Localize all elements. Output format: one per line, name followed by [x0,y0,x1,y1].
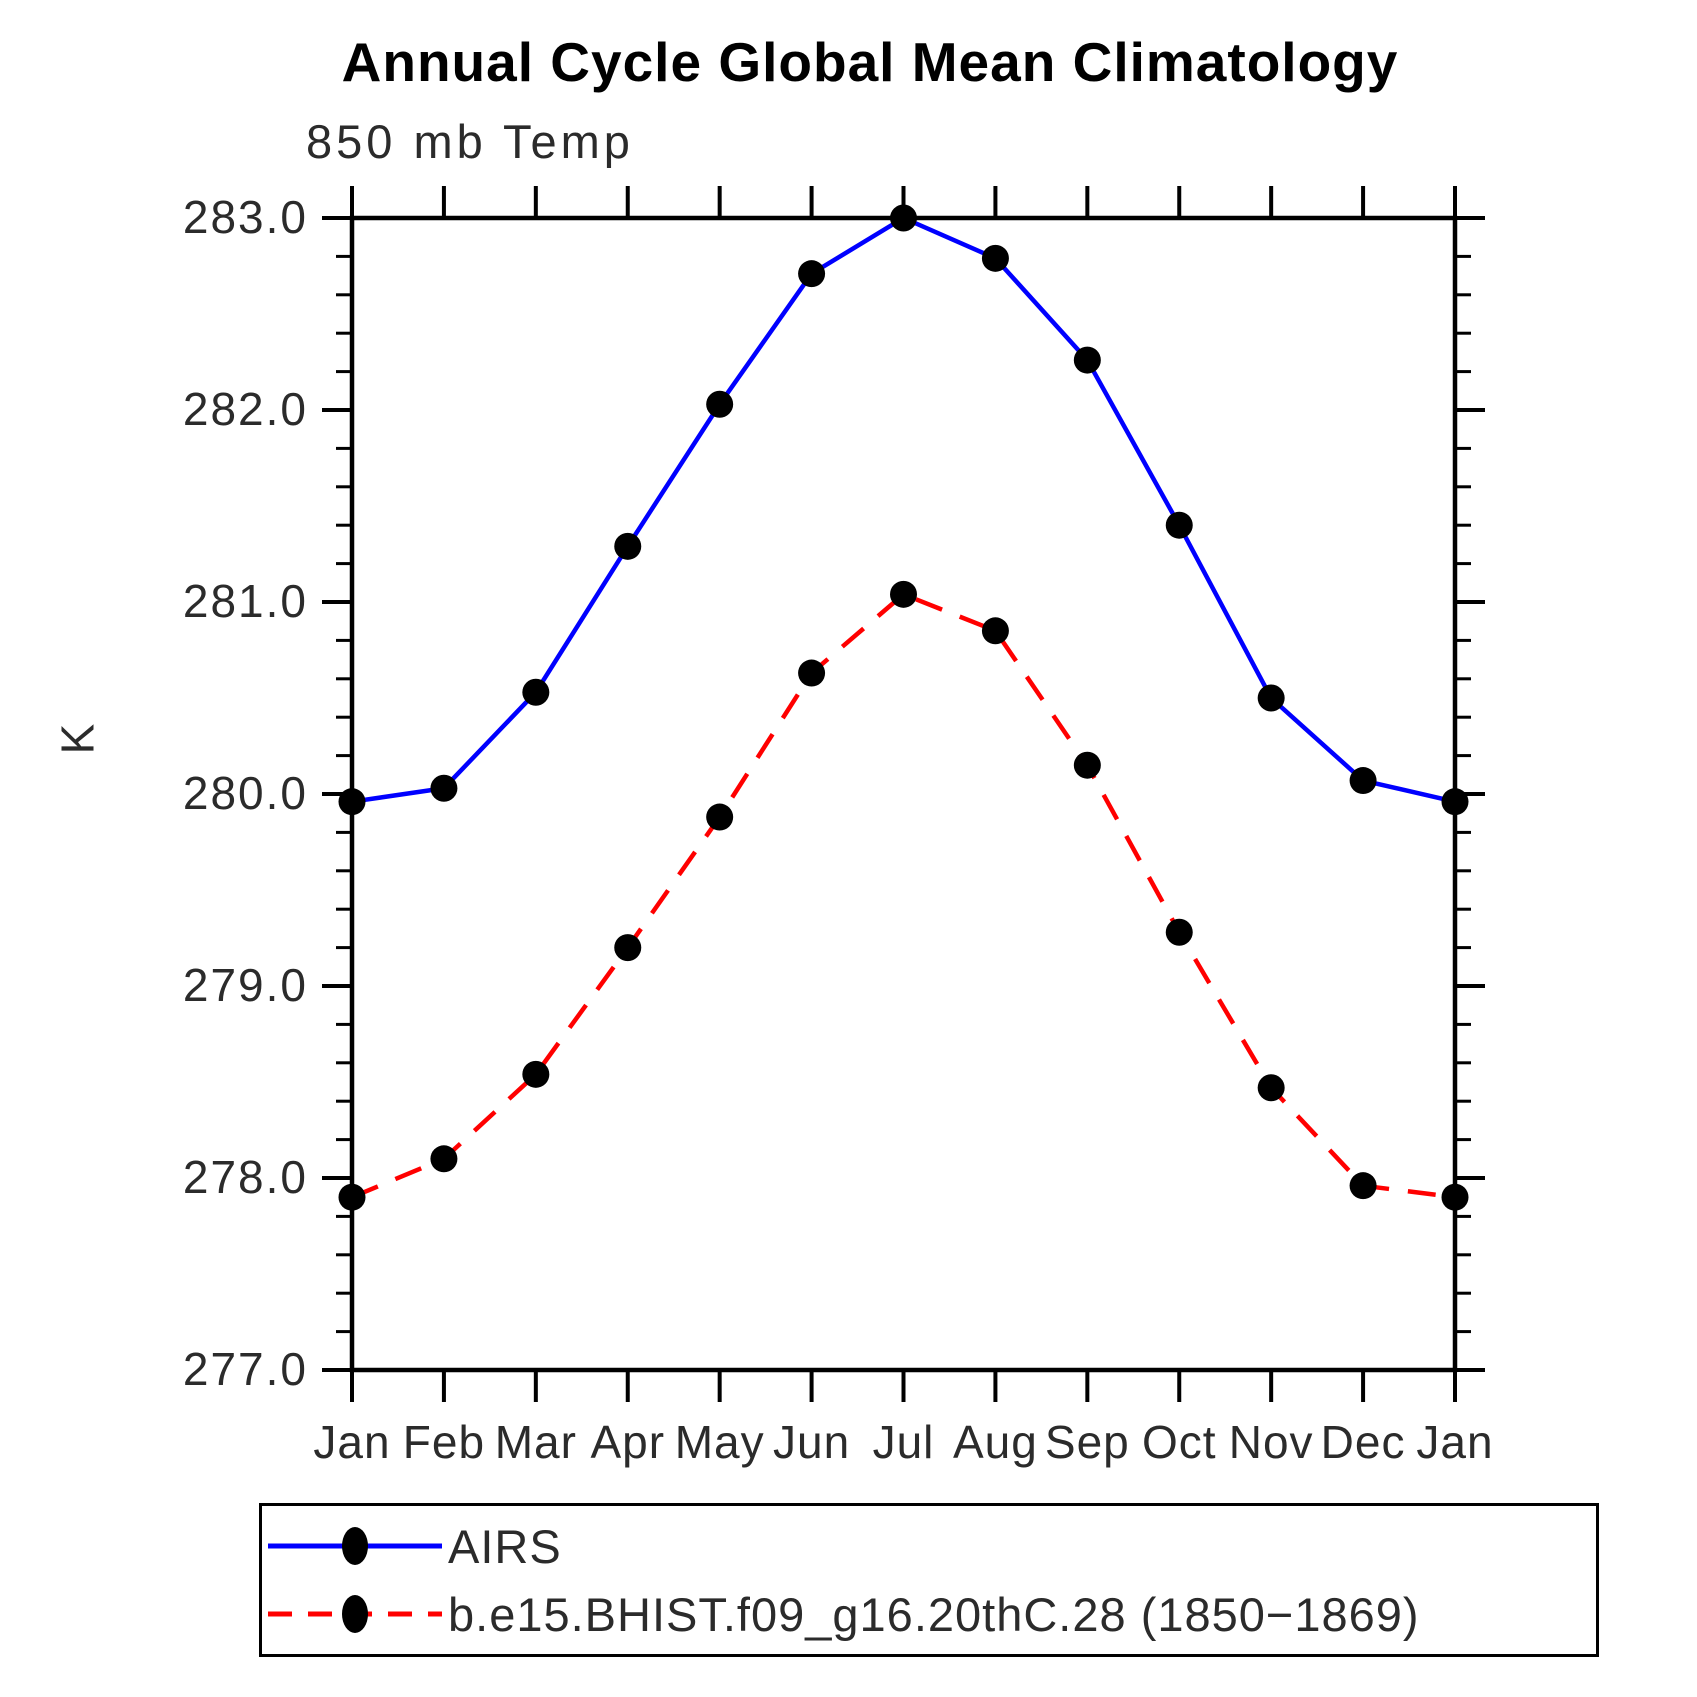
x-tick-label: Oct [1142,1416,1217,1468]
legend-marker [342,1527,368,1565]
x-tick-label: Mar [495,1416,577,1468]
airs-point [798,260,826,288]
airs-point [1257,684,1285,712]
model-point [981,617,1009,645]
x-tick-label: Dec [1321,1416,1406,1468]
model-point [1349,1172,1377,1200]
y-tick-label: 283.0 [183,191,308,243]
legend-item-model: b.e15.BHIST.f09_g16.20thC.28 (1850−1869) [262,1583,1596,1645]
y-tick-label: 282.0 [183,383,308,435]
airs-line-swatch [268,1527,442,1565]
legend: AIRS b.e15.BHIST.f09_g16.20thC.28 (1850−… [259,1503,1599,1657]
airs-point [338,788,366,816]
model-point [1073,751,1101,779]
model-point [706,803,734,831]
legend-item-airs: AIRS [262,1515,1596,1577]
chart-subtitle: 850 mb Temp [306,115,634,168]
y-tick-label: 280.0 [183,767,308,819]
x-tick-label: Apr [590,1416,665,1468]
y-tick-label: 278.0 [183,1151,308,1203]
x-tick-label: Jan [313,1416,390,1468]
x-tick-label: Jun [773,1416,850,1468]
legend-marker [342,1595,368,1633]
airs-point [1349,767,1377,795]
airs-point [614,532,642,560]
y-tick-label: 281.0 [183,575,308,627]
x-tick-label: Jul [873,1416,935,1468]
x-tick-label: Sep [1045,1416,1130,1468]
airs-point [430,774,458,802]
airs-point [706,390,734,418]
model-point [1257,1074,1285,1102]
plot-frame [349,215,1458,1373]
airs-point [981,244,1009,272]
model-point [798,659,826,687]
model-line [351,591,1456,1200]
model-point [614,934,642,962]
airs-line [351,215,1456,804]
model-point [338,1183,366,1211]
model-point [430,1145,458,1173]
x-tick-label: Jan [1416,1416,1493,1468]
model-point [1441,1183,1469,1211]
airs-point [522,678,550,706]
model-point [1165,918,1193,946]
x-tick-label: May [675,1416,765,1468]
model-point [890,580,917,608]
legend-label-airs: AIRS [448,1519,562,1573]
x-tick-label: Nov [1229,1416,1314,1468]
model-line-swatch [268,1595,442,1633]
model-point [522,1060,550,1088]
airs-point [1165,511,1193,539]
y-tick-label: 279.0 [183,959,308,1011]
airs-point [1441,788,1469,816]
airs-point [1073,346,1101,374]
x-tick-label: Aug [953,1416,1038,1468]
y-tick-label: 277.0 [183,1343,308,1395]
airs-point [890,204,917,232]
legend-label-model: b.e15.BHIST.f09_g16.20thC.28 (1850−1869) [448,1587,1420,1641]
x-tick-label: Feb [403,1416,485,1468]
chart-title: Annual Cycle Global Mean Climatology [341,31,1399,93]
